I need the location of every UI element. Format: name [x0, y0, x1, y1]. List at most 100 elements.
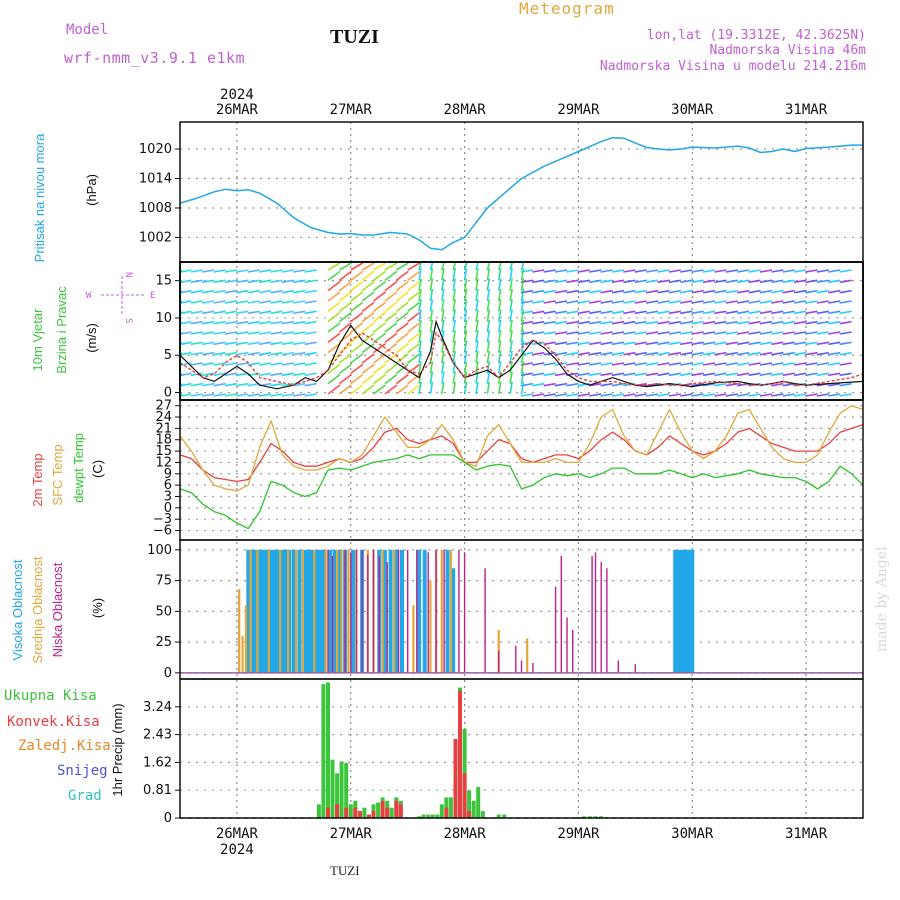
wind-arrow — [611, 351, 625, 356]
wind-arrow — [771, 393, 784, 397]
wind-arrow — [782, 393, 795, 397]
wind-arrow — [577, 279, 590, 284]
wind-arrow — [236, 289, 249, 294]
wind-arrow — [748, 351, 761, 356]
cloud-bar — [591, 556, 593, 673]
wind-arrow — [407, 343, 421, 354]
cloud-bar — [445, 549, 450, 673]
model-elevation-text: Nadmorska Visina u modelu 214.216m — [600, 59, 866, 74]
wind-arrow — [623, 393, 636, 397]
compass-west: W — [86, 291, 92, 301]
wind-arrow — [645, 320, 659, 325]
cloud-ylabel-high: Visoka Oblacnost — [10, 559, 25, 660]
wind-arrow — [327, 343, 341, 354]
wind-arrow — [668, 372, 681, 377]
wind-arrow — [452, 278, 456, 291]
wind-arrow — [418, 288, 422, 302]
wind-arrow — [475, 268, 479, 281]
wind-arrow — [463, 361, 468, 374]
wind-arrow — [452, 319, 456, 333]
wind-arrow — [407, 281, 421, 292]
cloud-bar — [313, 549, 316, 673]
wind-arrow — [634, 269, 647, 273]
cloud-bar — [392, 549, 396, 673]
wind-arrow — [338, 374, 352, 385]
wind-arrow — [828, 393, 841, 397]
wind-arrow — [691, 382, 704, 387]
wind-arrow — [213, 310, 226, 315]
x-tick-label-top: 27MAR — [330, 102, 373, 118]
wind-arrow — [771, 320, 784, 325]
wind-arrow — [463, 278, 468, 291]
wind-arrow — [224, 300, 238, 304]
wind-arrow — [623, 310, 636, 315]
wind-arrow — [497, 330, 502, 343]
cloud-bar — [463, 552, 466, 673]
x-tick-label-top: 31MAR — [785, 102, 828, 118]
wind-panel — [179, 262, 864, 397]
wind-arrow — [281, 362, 294, 366]
wind-arrow — [236, 362, 249, 366]
wind-arrow — [668, 269, 681, 273]
wind-arrow — [748, 300, 761, 304]
wind-arrow — [645, 279, 659, 284]
precip-bar — [421, 814, 426, 818]
cloud-bar — [332, 549, 337, 673]
compass-east: E — [150, 291, 155, 301]
x-tick-label-bottom: 31MAR — [785, 826, 828, 842]
wind-arrow — [793, 269, 807, 273]
wind-arrow — [759, 341, 773, 346]
x-tick-label-bottom: 30MAR — [671, 826, 714, 842]
wind-arrow — [236, 279, 249, 284]
wind-arrow — [247, 351, 260, 356]
wind-arrow — [543, 279, 556, 284]
wind-arrow — [509, 262, 513, 271]
wind-arrow — [680, 310, 693, 315]
wind-arrow — [180, 393, 192, 397]
cloud-bar — [458, 549, 460, 673]
wind-arrow — [816, 269, 829, 273]
wind-arrow — [680, 269, 693, 273]
panel-frames — [179, 121, 864, 819]
wind-arrow — [236, 372, 249, 377]
wind-arrow — [725, 393, 738, 397]
cloud-bar — [249, 549, 252, 673]
wind-arrow — [202, 341, 215, 346]
wind-arrow — [497, 371, 502, 384]
wind-arrow — [213, 331, 226, 335]
wind-arrow — [702, 351, 716, 356]
wind-arrow — [293, 372, 306, 377]
wind-arrow — [645, 310, 659, 315]
wind-arrow — [395, 374, 409, 385]
wind-arrow — [475, 288, 479, 302]
wind-arrow — [407, 374, 421, 385]
wind-arrow — [497, 288, 502, 302]
cloud-bar — [554, 586, 557, 673]
wind-arrow — [634, 372, 647, 377]
wind-arrow — [407, 262, 421, 271]
wind-arrow — [293, 341, 306, 346]
cloud-bar — [427, 552, 429, 673]
y-tick-label: 2.43 — [143, 728, 172, 743]
wind-arrow — [691, 351, 704, 356]
wind-arrow — [384, 343, 398, 354]
wind-arrow — [247, 289, 260, 294]
wind-arrow — [657, 300, 670, 304]
wind-arrow — [566, 382, 579, 387]
wind-arrow — [497, 350, 502, 364]
wind-arrow — [258, 320, 272, 325]
wind-arrow — [748, 362, 761, 366]
wind-arrow — [475, 361, 479, 374]
wind-arrow — [213, 382, 226, 387]
wind-arrow — [304, 320, 317, 325]
wind-arrow — [634, 331, 647, 335]
wind-arrow — [475, 278, 479, 291]
wind-arrow — [373, 353, 386, 364]
wind-arrow — [725, 331, 738, 335]
y-tick-label: 0 — [164, 811, 172, 826]
precip-bar — [380, 800, 385, 818]
cloud-bar — [690, 549, 695, 673]
wind-arrow — [304, 372, 317, 377]
wind-arrow — [577, 289, 590, 294]
wind-arrow — [486, 268, 491, 281]
